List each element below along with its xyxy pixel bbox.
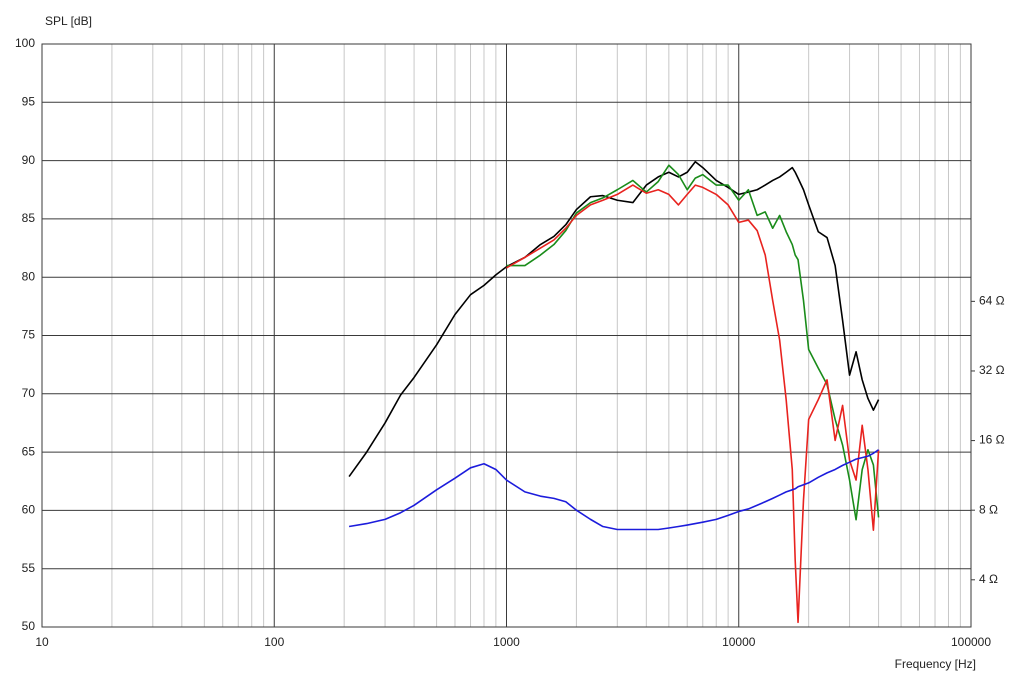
y2-tick-label: 16 Ω: [979, 433, 1005, 447]
y-tick-label: 75: [22, 328, 36, 342]
x-tick-label: 10000: [722, 635, 756, 649]
x-tick-label: 100000: [951, 635, 991, 649]
y-tick-label: 50: [22, 619, 36, 633]
y-tick-label: 100: [15, 36, 35, 50]
y-tick-label: 85: [22, 211, 36, 225]
plot-frame: [41, 43, 972, 628]
y-tick-label: 65: [22, 444, 36, 458]
x-tick-label: 100: [264, 635, 284, 649]
y-tick-label: 90: [22, 153, 36, 167]
series-line: [348, 449, 880, 531]
y-axis-label: SPL [dB]: [45, 14, 92, 28]
x-tick-label: 1000: [493, 635, 520, 649]
y-tick-label: 80: [22, 269, 36, 283]
series-line: [506, 184, 880, 624]
y-tick-label: 95: [22, 94, 36, 108]
x-axis-label: Frequency [Hz]: [895, 657, 976, 671]
y2-tick-label: 32 Ω: [979, 363, 1005, 377]
series-line: [348, 160, 880, 478]
x-tick-label: 10: [35, 635, 49, 649]
y2-tick-label: 8 Ω: [979, 502, 998, 516]
y-tick-label: 60: [22, 503, 36, 517]
y-tick-label: 70: [22, 386, 36, 400]
y2-tick-label: 64 Ω: [979, 294, 1005, 308]
y2-tick-label: 4 Ω: [979, 572, 998, 586]
y-tick-label: 55: [22, 561, 36, 575]
